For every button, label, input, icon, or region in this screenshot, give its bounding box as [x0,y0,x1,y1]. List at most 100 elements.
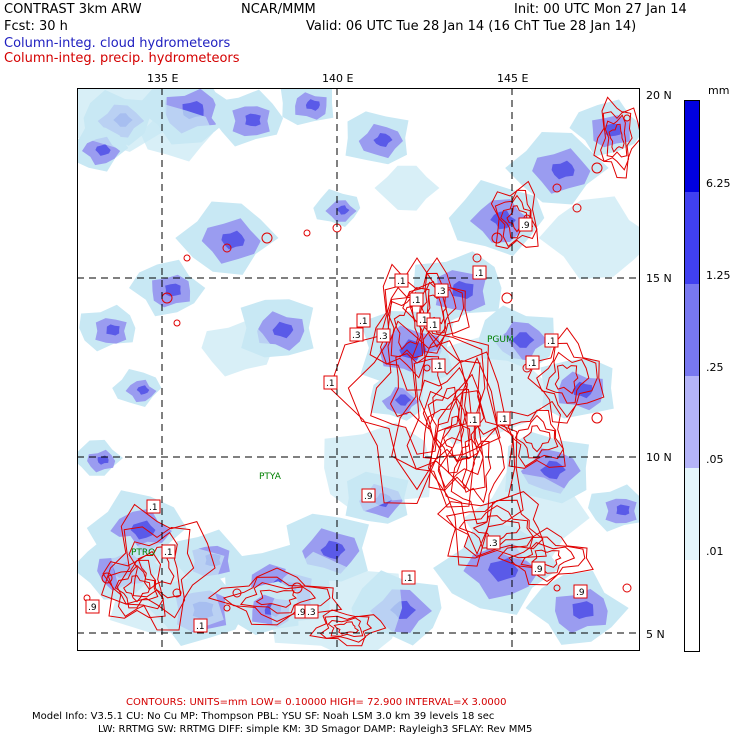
forecast-hour: Fcst: 30 h [4,19,68,34]
contour-label-text: .1 [475,269,484,279]
precip-contour [600,111,633,171]
cloud-haze-patch [201,319,274,377]
cloud-dark-patch [95,144,111,156]
contour-label-text: .1 [164,548,173,558]
contour-label-text: .3 [489,539,498,549]
cloud-dark-patch [572,601,594,619]
contour-label-text: .3 [379,332,388,342]
precip-contour [128,531,182,599]
map-frame [77,88,640,651]
precip-contour [369,263,447,391]
valid-time: Valid: 06 UTC Tue 28 Jan 14 (16 ChT Tue … [306,19,637,34]
contour-label-box [486,535,501,550]
precip-contour [309,609,387,647]
cloud-dark-patch [511,332,535,348]
model-title: CONTRAST 3km ARW [4,2,142,17]
legend-unit: mm [708,84,730,97]
contour-label: .1 [525,355,540,370]
precip-contour [514,414,559,459]
cloud-dark-patch [551,160,575,180]
precip-contour [508,536,586,582]
precip-contour [527,327,605,424]
contour-label: .3 [434,283,449,298]
precip-contour [531,549,562,568]
contour-label-text: .1 [397,277,406,287]
contour-label-box [409,292,424,307]
station-ptya: PTYA [259,472,282,482]
precip-cell [172,588,182,598]
precip-cell [591,162,603,174]
precip-contour [391,326,506,508]
cloud-dark-patch [272,321,294,339]
legend-swatch-1 [684,100,700,192]
precip-contour [107,559,164,617]
contour-label-box [518,217,533,232]
legend-frame [684,100,700,652]
field-label-cloud: Column-integ. cloud hydrometeors [4,36,231,51]
contour-label-text: .9 [88,603,97,613]
lon-label-135: 135 E [147,72,179,85]
cloud-haze-patch [109,541,225,634]
precip-contour [494,189,538,248]
contour-label-text: .1 [149,503,158,513]
contour-label: .1 [394,273,409,288]
station-pgum: PGUM [487,335,514,345]
contour-label-text: .1 [499,415,508,425]
contour-label-text: .1 [326,379,335,389]
precip-cell [623,114,631,122]
precip-contour [427,388,484,489]
precip-cell [261,232,273,244]
cloud-dark-patch [245,113,261,127]
precip-contour [427,356,524,567]
cloud-dark-patch [97,455,109,465]
precip-contour [608,123,625,153]
contour-label: .1 [323,375,338,390]
precip-contour [604,114,628,158]
cloud-dark-patch [336,205,350,215]
contour-label: .1 [544,333,559,348]
contour-label-text: .1 [434,362,443,372]
graticule [77,88,640,651]
contour-label: .1 [409,292,424,307]
legend-level-6.25: 6.25 [706,177,731,190]
precip-contour [438,390,516,556]
precip-contour [402,257,470,354]
contour-label-text: .9 [521,221,530,231]
precip-contour [327,617,364,638]
contour-label-box [323,375,338,390]
lat-label-5: 5 N [646,628,665,641]
cloud-dark-patch [106,324,120,336]
contour-label: .9 [85,599,100,614]
contour-label-text: .3 [307,608,316,618]
precip-contour [461,438,492,504]
legend-level-0.01: .01 [706,545,724,558]
precip-contour [114,564,159,609]
contour-label-box [573,584,588,599]
cloud-dark-patch [320,540,346,560]
contour-label-box [356,313,371,328]
precip-cell [303,229,311,237]
contour-label-layer: .1.1.3.1.1.3.9.1.1.3.1.1.9.1.1.9.1.9.1.3… [85,217,588,633]
precip-cell [552,183,562,193]
contour-label-box [146,499,161,514]
precip-contour [319,615,373,643]
legend-level-0.05: .05 [706,453,724,466]
precip-cell [472,253,482,263]
contour-label-box [193,618,208,633]
contour-label-text: .1 [419,316,428,326]
cloud-dark-patch [373,133,393,147]
contour-label: .9 [361,488,376,503]
contour-label-box [544,333,559,348]
contour-label-text: .3 [352,331,361,341]
cloud-dark-patch [572,381,593,399]
legend-colorbar [684,100,700,652]
precip-cell [491,232,503,244]
contour-label-box [525,355,540,370]
lat-label-15: 15 N [646,272,672,285]
precip-cell [291,582,303,594]
contour-label-text: .1 [528,359,537,369]
cloud-dark-patch [136,385,150,395]
precip-contour [116,526,195,619]
cloud-haze-patch [374,165,440,211]
contour-label: .1 [146,499,161,514]
